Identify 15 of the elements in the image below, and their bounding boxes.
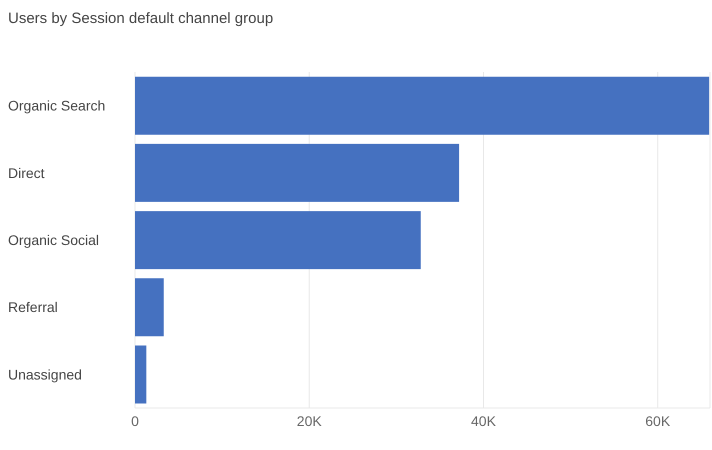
chart-title: Users by Session default channel group [8, 9, 274, 29]
x-tick-label: 60K [645, 412, 671, 429]
bar [135, 144, 460, 202]
y-tick-label: Organic Social [8, 232, 100, 248]
x-tick-label: 40K [471, 412, 497, 429]
bar [135, 211, 421, 270]
y-tick-label: Referral [8, 299, 58, 316]
y-tick-label: Direct [8, 164, 45, 181]
bar [135, 278, 164, 336]
bar [135, 346, 146, 404]
y-tick-label: Organic Search [8, 98, 106, 114]
y-tick-label: Unassigned [8, 366, 82, 382]
x-tick-label: 20K [296, 412, 322, 429]
bar [135, 76, 710, 135]
x-tick-label: 0 [131, 412, 140, 429]
